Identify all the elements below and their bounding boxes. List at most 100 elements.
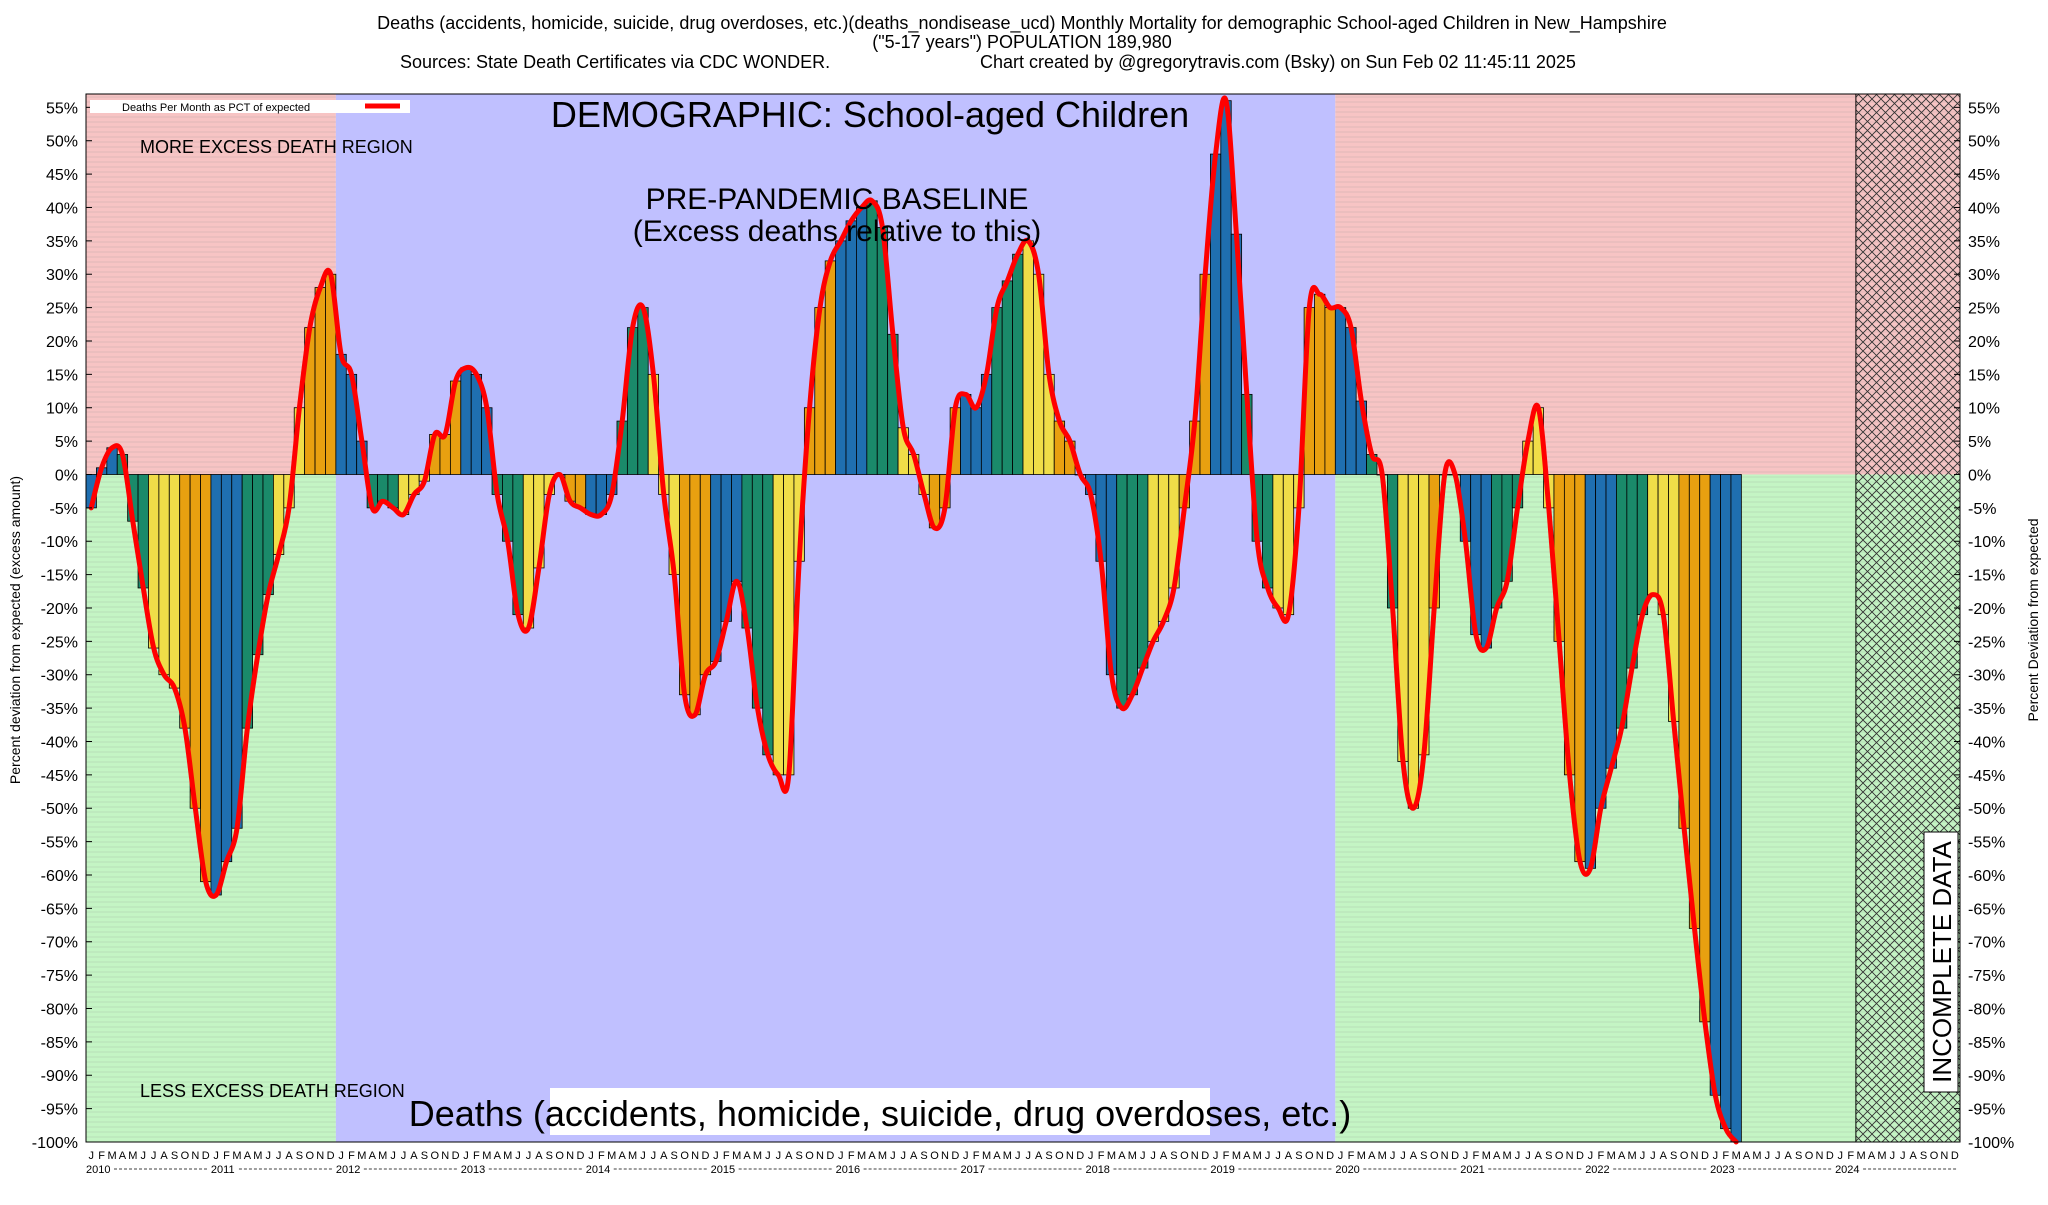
- x-tick-month-label: O: [555, 1150, 564, 1162]
- x-tick-month-label: A: [910, 1150, 918, 1162]
- y-tick-label: -90%: [41, 1068, 78, 1085]
- y-tick-label-right: 35%: [1968, 234, 2000, 251]
- x-tick-month-label: D: [1701, 1150, 1709, 1162]
- bar: [1616, 474, 1628, 729]
- x-tick-month-label: F: [848, 1150, 855, 1162]
- x-tick-month-label: M: [1877, 1150, 1886, 1162]
- bar: [1688, 474, 1701, 929]
- bar: [1022, 240, 1034, 475]
- x-tick-month-label: J: [338, 1150, 344, 1162]
- y-tick-label: 5%: [55, 434, 78, 451]
- x-tick-month-label: A: [785, 1150, 793, 1162]
- x-tick-month-label: J: [1150, 1150, 1156, 1162]
- y-tick-label-right: -15%: [1968, 568, 2005, 585]
- y-tick-label-right: -55%: [1968, 835, 2005, 852]
- x-tick-month-label: J: [713, 1150, 719, 1162]
- x-tick-month-label: N: [941, 1150, 949, 1162]
- x-tick-month-label: J: [1588, 1150, 1594, 1162]
- y-tick-label: -5%: [50, 501, 78, 518]
- legend-label: Deaths Per Month as PCT of expected: [122, 102, 310, 114]
- x-tick-month-label: A: [494, 1150, 502, 1162]
- x-tick-month-label: J: [651, 1150, 657, 1162]
- x-tick-month-label: N: [1815, 1150, 1823, 1162]
- chart-title-line-2: ("5-17 years") POPULATION 189,980: [872, 32, 1172, 52]
- x-tick-month-label: A: [1035, 1150, 1043, 1162]
- x-tick-month-label: N: [316, 1150, 324, 1162]
- x-tick-month-label: S: [296, 1150, 303, 1162]
- x-tick-month-label: A: [1618, 1150, 1626, 1162]
- x-tick-month-label: O: [181, 1150, 190, 1162]
- y-tick-label-right: -65%: [1968, 901, 2005, 918]
- less-excess-region-label: LESS EXCESS DEATH REGION: [140, 1081, 405, 1101]
- x-tick-month-label: J: [776, 1150, 782, 1162]
- x-tick-month-label: A: [743, 1150, 751, 1162]
- x-tick-month-label: S: [1170, 1150, 1177, 1162]
- x-tick-month-label: M: [857, 1150, 866, 1162]
- plot-frame: [85, 93, 1961, 1143]
- x-tick-year-label: 2011: [211, 1164, 235, 1176]
- y-tick-label-right: 5%: [1968, 434, 1991, 451]
- y-tick-label: -95%: [41, 1102, 78, 1119]
- x-tick-month-label: N: [1441, 1150, 1449, 1162]
- x-tick-month-label: J: [1900, 1150, 1906, 1162]
- bar: [1605, 474, 1617, 769]
- x-tick-month-label: M: [357, 1150, 366, 1162]
- x-tick-month-label: J: [1525, 1150, 1531, 1162]
- y-tick-label-right: 45%: [1968, 167, 2000, 184]
- x-tick-month-label: F: [1223, 1150, 1230, 1162]
- x-tick-month-label: S: [1045, 1150, 1052, 1162]
- x-tick-month-label: M: [253, 1150, 262, 1162]
- y-axis-label-right: Percent Deviation from expected: [2025, 518, 2041, 721]
- bar: [1407, 474, 1420, 809]
- x-tick-month-label: J: [588, 1150, 594, 1162]
- x-tick-month-label: D: [701, 1150, 709, 1162]
- x-tick-month-label: A: [535, 1150, 543, 1162]
- x-tick-month-label: A: [160, 1150, 168, 1162]
- bar: [1657, 474, 1669, 616]
- y-tick-label: 10%: [46, 401, 78, 418]
- x-tick-year-label: 2018: [1085, 1164, 1109, 1176]
- x-tick-month-label: S: [1420, 1150, 1427, 1162]
- x-tick-month-label: M: [1128, 1150, 1137, 1162]
- bar: [1157, 474, 1170, 622]
- y-tick-label: -30%: [41, 668, 78, 685]
- x-tick-month-label: J: [890, 1150, 896, 1162]
- x-tick-month-label: A: [660, 1150, 668, 1162]
- x-tick-month-label: F: [98, 1150, 105, 1162]
- y-tick-label-right: -85%: [1968, 1035, 2005, 1052]
- x-tick-month-label: D: [202, 1150, 210, 1162]
- x-tick-month-label: D: [951, 1150, 959, 1162]
- bar: [699, 474, 712, 676]
- x-tick-month-label: M: [1857, 1150, 1866, 1162]
- y-tick-label: 25%: [46, 301, 78, 318]
- x-tick-month-label: N: [1566, 1150, 1574, 1162]
- bar: [1126, 474, 1138, 696]
- y-axis-left: 55% 50% 45% 40% 35% 30% 25% 20% 15% 10% 5% 0% -5% -10…: [32, 100, 92, 1152]
- bar: [585, 474, 597, 515]
- x-tick-month-label: J: [765, 1150, 771, 1162]
- bar: [1720, 474, 1732, 1130]
- bar: [220, 474, 233, 863]
- x-tick-month-label: J: [1838, 1150, 1844, 1162]
- x-tick-month-label: A: [285, 1150, 293, 1162]
- y-tick-label-right: -25%: [1968, 634, 2005, 651]
- x-tick-month-label: A: [369, 1150, 377, 1162]
- x-tick-month-label: J: [1015, 1150, 1021, 1162]
- x-tick-month-label: A: [1118, 1150, 1126, 1162]
- bar: [210, 474, 222, 896]
- x-tick-year-label: 2017: [961, 1164, 985, 1176]
- x-tick-month-label: S: [920, 1150, 927, 1162]
- y-tick-label-right: 55%: [1968, 100, 2000, 117]
- y-tick-label-right: -45%: [1968, 768, 2005, 785]
- x-tick-month-label: A: [1868, 1150, 1876, 1162]
- bar: [470, 373, 483, 475]
- bar: [960, 393, 972, 475]
- y-tick-label-right: -40%: [1968, 734, 2005, 751]
- x-tick-month-label: J: [1338, 1150, 1344, 1162]
- x-tick-month-label: A: [868, 1150, 876, 1162]
- x-tick-year-label: 2021: [1460, 1164, 1484, 1176]
- x-tick-month-label: M: [1107, 1150, 1116, 1162]
- bar: [1116, 474, 1128, 709]
- x-tick-month-label: D: [1576, 1150, 1584, 1162]
